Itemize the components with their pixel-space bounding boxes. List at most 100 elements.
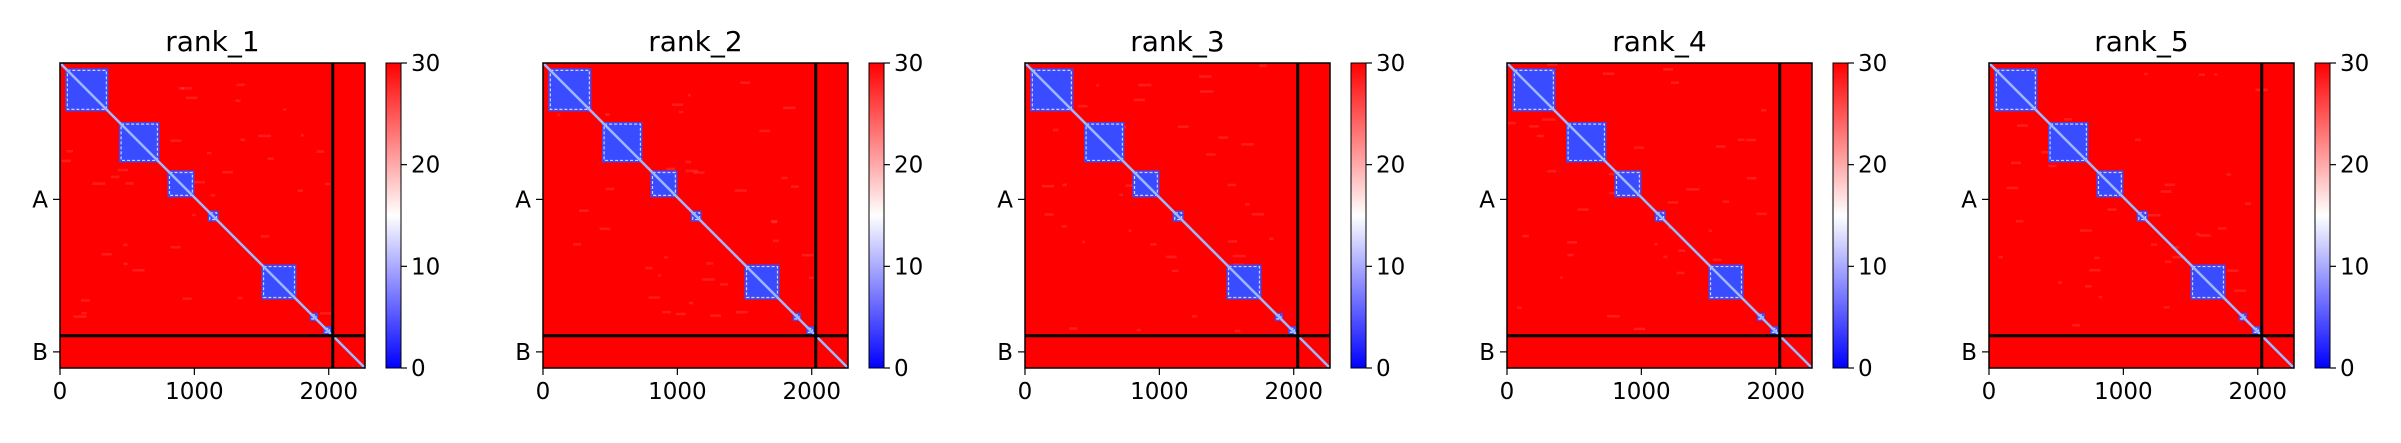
pae-noise: [2164, 260, 2172, 264]
pae-noise: [1178, 125, 1189, 129]
pae-noise: [675, 312, 686, 316]
colorbar-tick-label: 30: [1376, 51, 1405, 77]
pae-noise: [662, 310, 671, 314]
pae-noise: [170, 139, 182, 142]
pae-noise: [1199, 75, 1212, 78]
pae-noise: [258, 134, 272, 138]
pae-noise: [2048, 164, 2057, 168]
pae-diagonal: [1988, 62, 2295, 369]
pae-noise: [2016, 124, 2028, 127]
pae-noise: [2063, 118, 2072, 121]
pae-noise: [181, 87, 185, 90]
pae-noise: [1559, 276, 1563, 279]
pae-noise: [1061, 225, 1067, 228]
pae-noise: [1746, 176, 1757, 180]
pae-noise: [1761, 108, 1767, 112]
pae-noise: [1712, 258, 1722, 262]
pae-noise: [1998, 255, 2003, 259]
pae-noise: [1606, 314, 1620, 318]
pae-noise: [2041, 150, 2053, 154]
pae-domain-texture: [168, 171, 193, 196]
pae-domain-texture: [120, 123, 159, 162]
pae-noise: [2214, 73, 2218, 76]
pae-noise: [222, 170, 233, 174]
pae-noise: [182, 297, 192, 300]
pae-domain-texture: [2240, 314, 2246, 320]
pae-noise: [1536, 134, 1545, 138]
pae-noise: [2160, 190, 2172, 193]
pae-noise: [1677, 249, 1686, 252]
x-tick-label: 2000: [1264, 379, 1323, 405]
pae-domain-texture: [603, 123, 642, 162]
pae-noise: [2015, 219, 2024, 223]
pae-noise: [1529, 125, 1539, 128]
pae-domain-texture: [1513, 69, 1554, 110]
colorbar-tick-label: 0: [411, 356, 426, 382]
pae-noise: [1191, 314, 1198, 318]
pae-noise: [1609, 191, 1619, 195]
pae-noise: [1756, 212, 1767, 216]
pae-domain-texture: [1031, 69, 1072, 110]
pae-noise: [1044, 213, 1054, 216]
pae-noise: [1676, 271, 1685, 275]
pae-noise: [557, 113, 561, 117]
colorbar: [1350, 62, 1367, 369]
pae-noise: [1200, 90, 1214, 93]
pae-noise: [1218, 136, 1229, 139]
pae-noise: [240, 138, 246, 142]
y-tick-label: A: [32, 187, 48, 213]
pae-noise: [1722, 200, 1730, 203]
pae-noise: [1567, 253, 1574, 257]
colorbar-tick-label: 10: [894, 254, 923, 280]
x-tick-label: 2000: [299, 379, 358, 405]
pae-noise: [734, 189, 747, 192]
pae-domain-texture: [1227, 265, 1261, 299]
pae-noise: [735, 310, 748, 314]
pae-noise: [2227, 269, 2239, 272]
pae-noise: [1150, 243, 1157, 246]
pae-noise: [1633, 327, 1646, 331]
pae-noise: [316, 150, 325, 153]
pae-noise: [1745, 138, 1757, 142]
y-tick-label: A: [515, 187, 531, 213]
pae-noise: [701, 278, 715, 281]
pae-noise: [573, 242, 582, 246]
pae-noise: [2226, 173, 2232, 176]
pae-noise: [599, 227, 611, 231]
colorbar-tick-label: 10: [1376, 254, 1405, 280]
pae-noise: [772, 239, 780, 243]
pae-domain-texture: [1085, 123, 1124, 162]
pae-noise: [324, 182, 331, 186]
colorbar-tick-label: 30: [1858, 51, 1887, 77]
colorbar-tick-label: 0: [2340, 356, 2355, 382]
pae-domain-texture: [2191, 265, 2225, 299]
colorbar: [2314, 62, 2331, 369]
pae-noise: [1737, 138, 1745, 142]
pae-noise: [1547, 169, 1557, 173]
colorbar: [385, 62, 402, 369]
pae-noise: [2234, 289, 2247, 292]
pae-noise: [1082, 240, 1086, 244]
pae-noise: [2245, 202, 2251, 206]
x-tick-label: 0: [536, 379, 551, 405]
pae-noise: [771, 220, 777, 224]
pae-noise: [1128, 229, 1132, 232]
pae-noise: [2198, 234, 2211, 237]
x-tick-label: 0: [53, 379, 68, 405]
pae-noise: [781, 176, 788, 180]
pae-noise: [605, 187, 615, 191]
pae-domain-texture: [1758, 314, 1764, 320]
pae-noise: [1716, 145, 1726, 148]
x-tick-label: 0: [1500, 379, 1515, 405]
pae-noise: [125, 182, 134, 185]
pae-noise: [260, 235, 270, 238]
pae-noise: [2135, 138, 2141, 142]
pae-noise: [1577, 208, 1589, 211]
panel-title: rank_5: [2094, 25, 2188, 58]
pae-domain-texture: [1709, 265, 1743, 299]
pae-noise: [1567, 241, 1578, 244]
colorbar-tick-label: 20: [1858, 153, 1887, 179]
